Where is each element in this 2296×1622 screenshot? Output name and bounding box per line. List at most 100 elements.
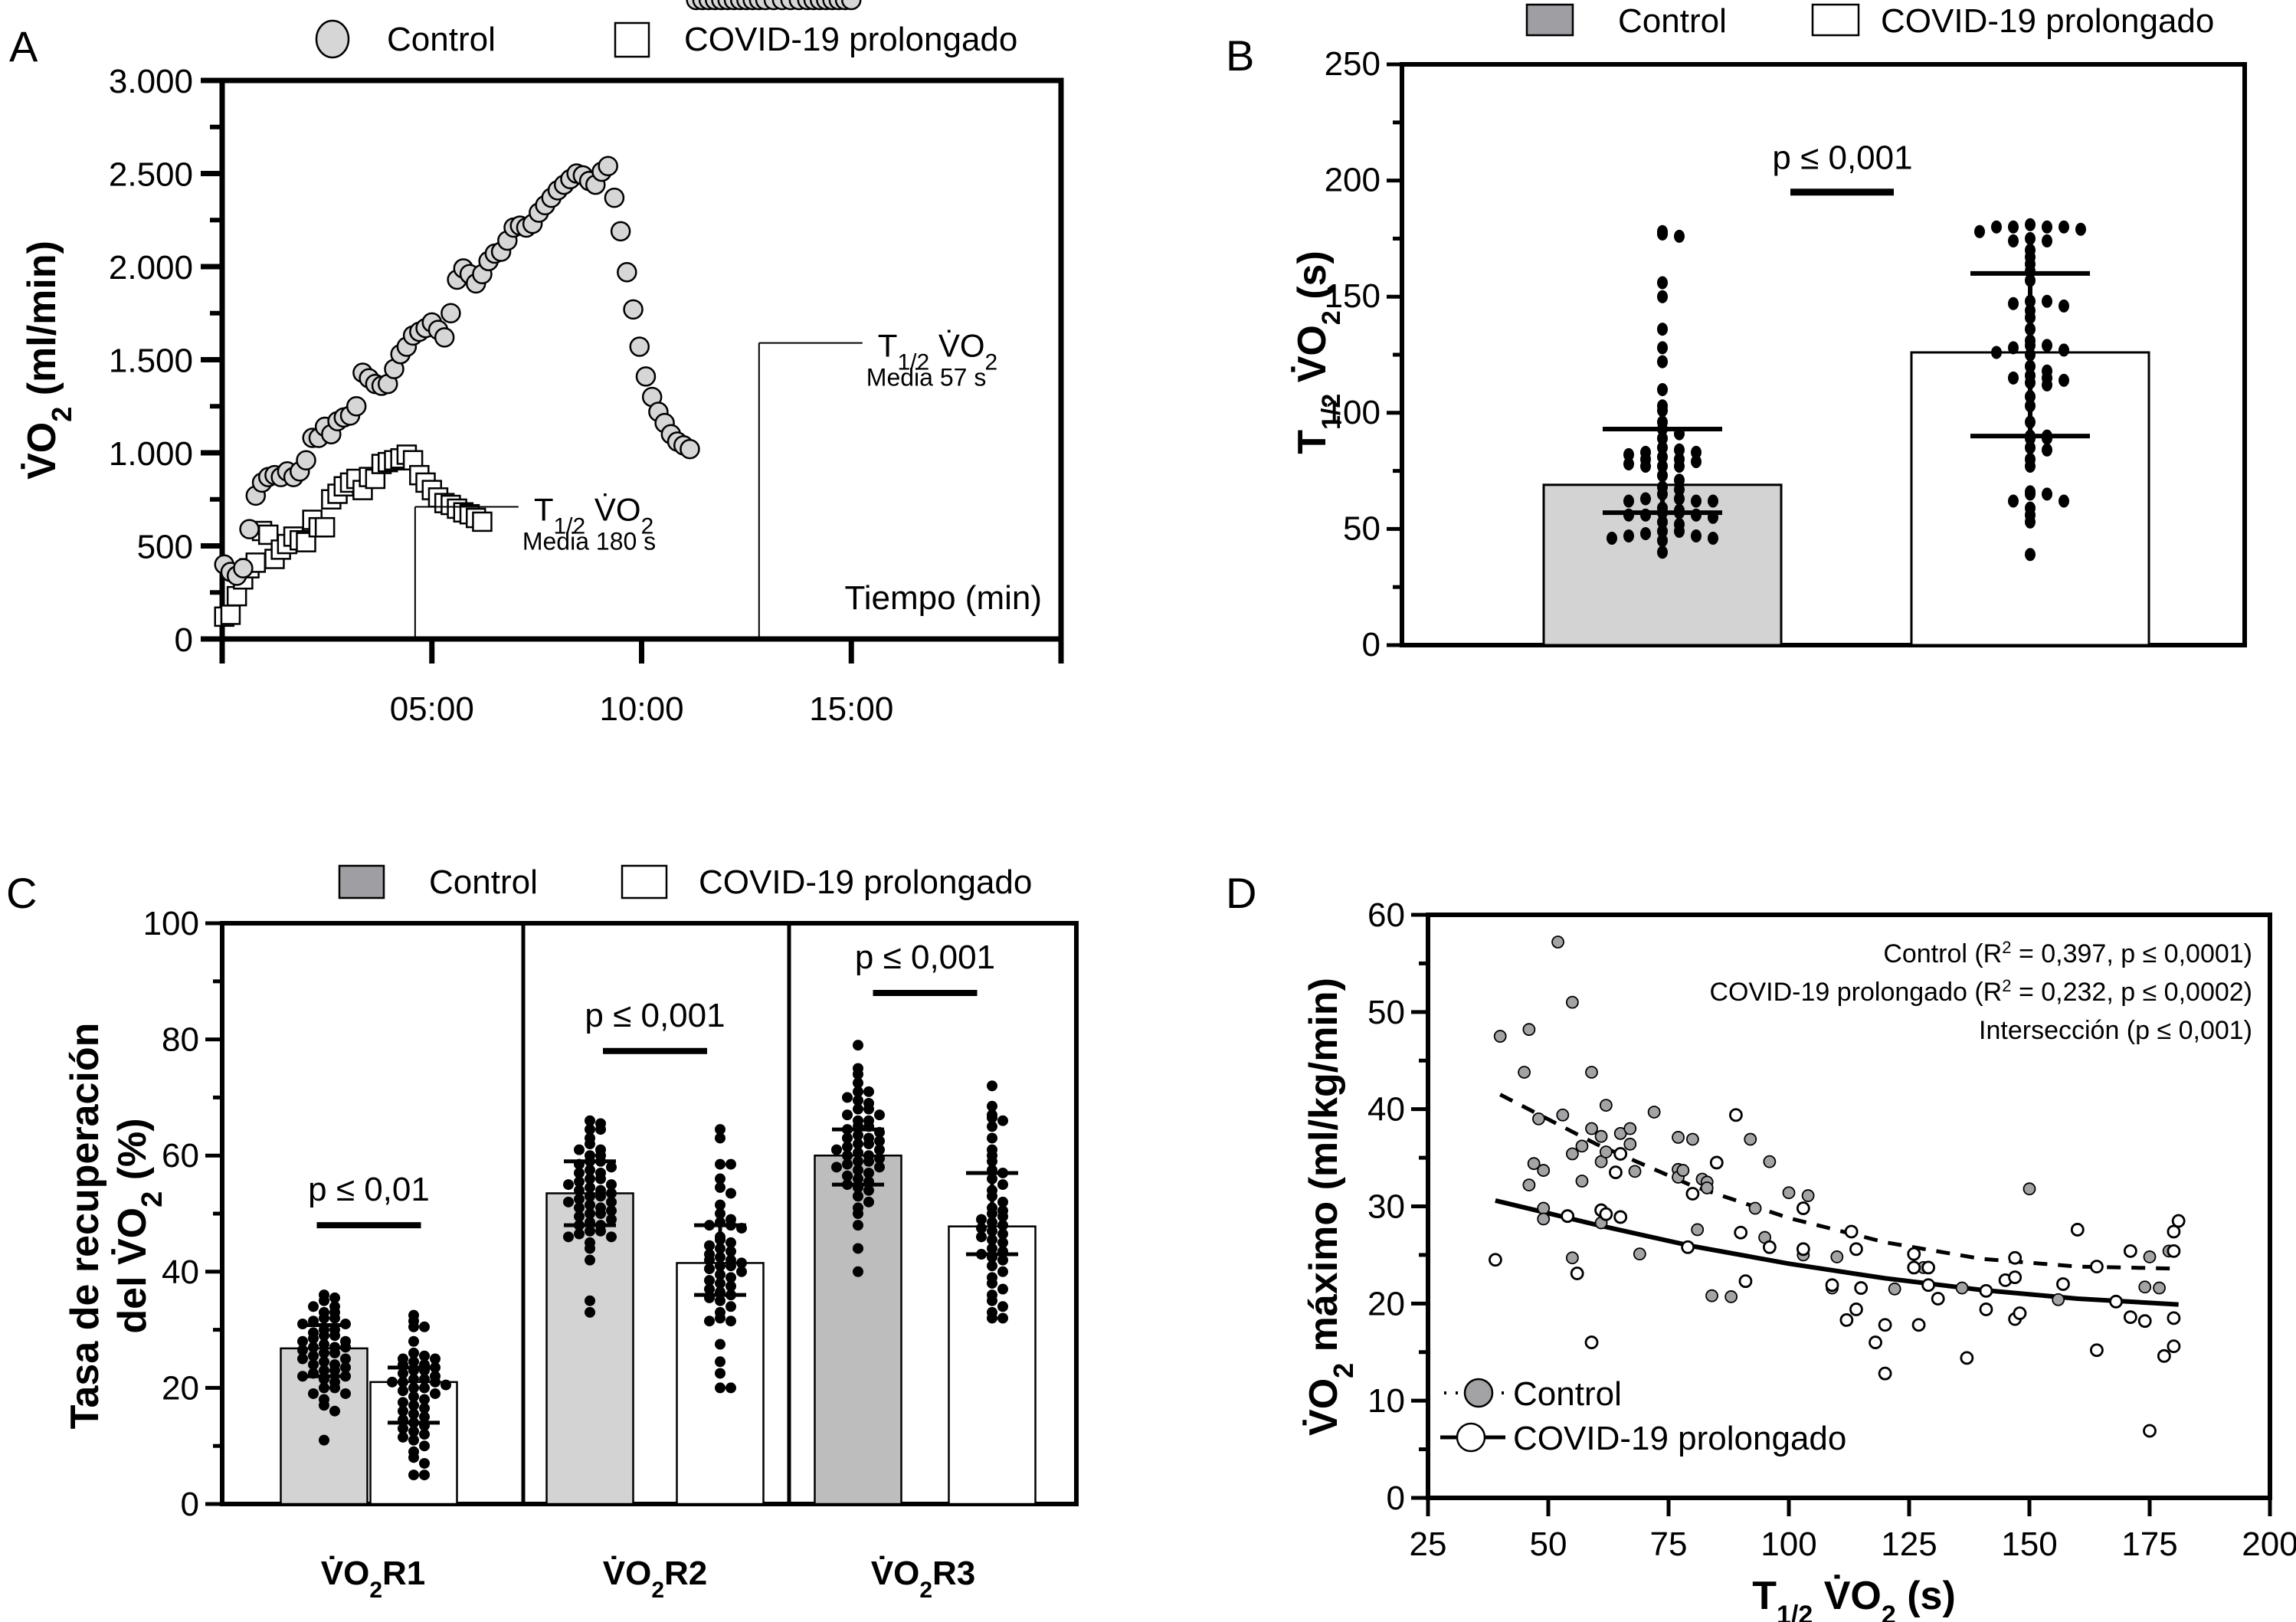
stat-line: Intersección (p ≤ 0,001) xyxy=(1979,1016,2252,1045)
data-point xyxy=(2059,299,2069,313)
data-point xyxy=(704,1263,715,1275)
marks-c: p ≤ 0,01 V̇O2R1 p ≤ 0,001 V̇O2R2 p ≤ 0,001 V̇… xyxy=(280,939,1037,1603)
data-point xyxy=(987,1155,997,1167)
y-tick-label-d: 10 xyxy=(1367,1382,1405,1420)
data-point xyxy=(574,1185,585,1196)
data-point-control xyxy=(1744,1132,1757,1146)
data-point-covid xyxy=(226,585,247,607)
y-tick-label-b: 200 xyxy=(1325,162,1381,199)
data-point-covid xyxy=(1921,1260,1936,1275)
data-point xyxy=(853,1266,863,1277)
data-point xyxy=(853,1040,863,1051)
data-point xyxy=(329,1292,340,1303)
data-point xyxy=(2059,373,2069,387)
data-point xyxy=(430,1353,441,1365)
data-point xyxy=(863,1167,874,1178)
data-point-covid xyxy=(2070,1223,2085,1237)
data-point xyxy=(606,1179,617,1191)
data-point xyxy=(997,1211,1008,1222)
data-point xyxy=(1674,483,1685,496)
data-point xyxy=(853,1086,863,1097)
data-point-control xyxy=(1556,1108,1570,1122)
data-point-covid xyxy=(1489,1253,1502,1267)
data-point xyxy=(340,1353,351,1365)
data-point xyxy=(704,1283,715,1295)
data-point xyxy=(976,1231,987,1243)
data-point xyxy=(853,1069,863,1080)
y-axis-title-c-line1: Tasa de recuperación xyxy=(63,1023,107,1430)
y-tick-label-a: 1.500 xyxy=(109,342,193,380)
data-point-control xyxy=(1801,1189,1815,1202)
data-point xyxy=(398,1385,408,1397)
y-tick-label-d: 60 xyxy=(1367,896,1405,934)
data-point xyxy=(408,1452,419,1463)
data-point xyxy=(574,1167,585,1178)
data-point xyxy=(842,1132,853,1144)
y-tick-label-d: 50 xyxy=(1367,994,1405,1031)
data-point-control xyxy=(1575,1175,1589,1188)
data-point xyxy=(2075,222,2086,236)
data-point xyxy=(842,1158,853,1170)
data-point xyxy=(297,1345,308,1356)
legend-d: Control COVID-19 prolongado xyxy=(1440,1375,1846,1457)
data-point xyxy=(308,1342,319,1353)
y-axis-title-b: T1/2 V̇O2 (s) xyxy=(1290,251,1346,454)
data-point xyxy=(997,1179,1008,1191)
data-point xyxy=(308,1332,319,1344)
data-point xyxy=(997,1266,1008,1277)
data-point xyxy=(1657,276,1668,290)
data-point-covid xyxy=(1960,1351,1974,1365)
data-point-control xyxy=(2138,1280,2152,1294)
data-point xyxy=(863,1139,874,1150)
data-point xyxy=(2025,487,2036,501)
data-point xyxy=(1674,524,1685,538)
data-point xyxy=(419,1440,430,1452)
data-point-covid xyxy=(1685,1187,1700,1201)
data-point-control xyxy=(1676,1164,1690,1177)
data-point-covid xyxy=(2090,1343,2104,1358)
data-point-covid xyxy=(1931,1292,1945,1306)
data-point-control xyxy=(1628,1165,1642,1178)
y-tick-label-b: 250 xyxy=(1325,45,1381,83)
x-tick-label-a: 10:00 xyxy=(599,690,683,728)
legend-c-covid-swatch xyxy=(621,864,668,899)
data-point xyxy=(831,1162,842,1173)
data-point xyxy=(704,1254,715,1266)
data-point-control xyxy=(1599,1145,1613,1158)
data-point xyxy=(715,1158,725,1170)
data-point-covid xyxy=(1854,1281,1869,1295)
data-point-covid xyxy=(1729,1108,1743,1122)
data-point xyxy=(419,1457,430,1469)
x-tick-label-d: 150 xyxy=(2001,1525,2057,1563)
data-point-control xyxy=(1493,1030,1507,1043)
stat-line: COVID-19 prolongado (R2 = 0,232, p ≤ 0,0… xyxy=(1710,976,2253,1008)
data-point xyxy=(585,1225,595,1237)
data-point-covid xyxy=(1561,1209,1575,1224)
data-point xyxy=(842,1109,853,1121)
data-point xyxy=(842,1141,853,1152)
data-point-control xyxy=(1748,1201,1762,1215)
data-point xyxy=(2042,294,2052,308)
axes-d: 0 10 20 30 40 50 60 25 50 75 100 125 150 175 200 xyxy=(1367,896,2296,1563)
data-point xyxy=(430,1388,441,1399)
data-point xyxy=(853,1208,863,1219)
data-point xyxy=(419,1402,430,1414)
data-point xyxy=(853,1077,863,1089)
data-point xyxy=(340,1361,351,1373)
panel-c: C Control COVID-19 prolongado 0 20 40 60 80 1… xyxy=(6,863,1079,1603)
data-point xyxy=(595,1173,606,1185)
data-point xyxy=(2008,494,2019,508)
data-point xyxy=(715,1356,725,1368)
y-tick-label-a: 1.000 xyxy=(109,435,193,473)
data-point xyxy=(1657,382,1668,396)
data-point-covid xyxy=(472,511,493,532)
y-tick-label-a: 2.000 xyxy=(109,249,193,287)
data-point xyxy=(595,1208,606,1219)
data-point-control xyxy=(635,366,657,387)
data-point xyxy=(842,1150,853,1162)
half-time-label: T1/2 V̇O2 xyxy=(878,328,997,375)
half-time-label: T1/2 V̇O2 xyxy=(534,491,653,539)
data-point xyxy=(874,1109,885,1121)
data-point xyxy=(715,1295,725,1306)
data-point-control xyxy=(1633,1247,1646,1261)
